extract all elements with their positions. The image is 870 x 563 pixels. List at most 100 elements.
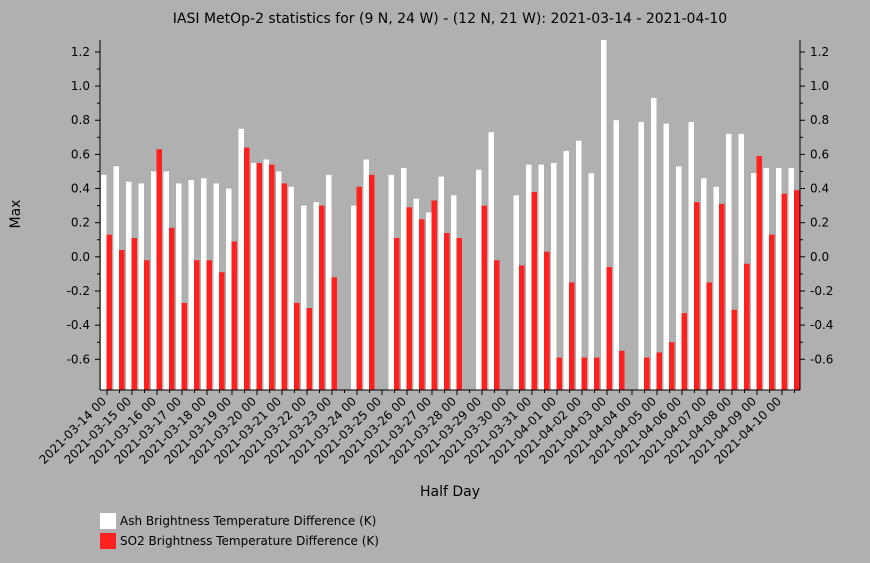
y-tick-label-left: 0.0 xyxy=(71,250,90,264)
ash-bar xyxy=(351,205,357,390)
legend-item-so2[interactable]: SO2 Brightness Temperature Difference (K… xyxy=(100,531,379,551)
ash-bar xyxy=(401,168,407,390)
ash-bar xyxy=(701,178,707,390)
so2-bar xyxy=(181,302,187,390)
ash-bar xyxy=(163,171,169,390)
so2-bar xyxy=(219,272,225,390)
so2-bar xyxy=(531,191,537,390)
ash-bar xyxy=(288,186,294,390)
ash-bar xyxy=(763,168,769,390)
ash-bar xyxy=(301,205,307,390)
so2-bar xyxy=(256,162,262,390)
legend: Ash Brightness Temperature Difference (K… xyxy=(100,511,379,551)
y-tick-label-left: 1.2 xyxy=(71,45,90,59)
y-axis-label: Max xyxy=(8,200,24,229)
legend-swatch-ash xyxy=(100,513,116,529)
so2-bar xyxy=(756,156,762,390)
so2-bar xyxy=(106,234,112,390)
so2-bar xyxy=(294,302,300,390)
y-tick-label-right: 1.0 xyxy=(810,79,829,93)
ash-bar xyxy=(238,128,244,390)
so2-bar xyxy=(444,232,450,390)
so2-bar xyxy=(306,308,312,390)
ash-bar xyxy=(651,98,657,391)
so2-bar xyxy=(481,205,487,390)
so2-bar xyxy=(281,183,287,390)
ash-bar xyxy=(138,183,144,390)
so2-bar xyxy=(731,309,737,390)
ash-bar xyxy=(438,176,444,390)
ash-bar xyxy=(251,162,257,390)
so2-bar xyxy=(769,234,775,390)
ash-bar xyxy=(413,198,419,390)
so2-bar xyxy=(331,277,337,390)
ash-bar xyxy=(776,168,782,390)
axes-group: -0.6 -0.6 -0.4 -0.4 -0.2 -0.2 0.0 0.0 0.2 0.2 0.4 0… xyxy=(36,40,833,467)
y-tick-label-left: 0.6 xyxy=(71,147,90,161)
ash-bar xyxy=(526,164,532,390)
ash-bar xyxy=(576,140,582,390)
ash-bar xyxy=(563,150,569,390)
so2-bar xyxy=(681,313,687,390)
so2-bar xyxy=(494,260,500,390)
so2-bar xyxy=(544,251,550,390)
ash-bar xyxy=(663,123,669,390)
so2-bar xyxy=(744,263,750,390)
so2-bar xyxy=(669,342,675,390)
ash-bar xyxy=(101,174,107,390)
so2-bar xyxy=(131,238,137,390)
ash-bar xyxy=(713,186,719,390)
y-tick-label-left: -0.6 xyxy=(67,352,90,366)
so2-bar xyxy=(781,193,787,390)
ash-bar xyxy=(201,178,207,390)
ash-bar xyxy=(588,173,594,390)
so2-bar xyxy=(156,149,162,390)
ash-bar xyxy=(688,121,694,390)
legend-item-ash[interactable]: Ash Brightness Temperature Difference (K… xyxy=(100,511,379,531)
so2-bar xyxy=(694,202,700,390)
y-tick-label-right: 1.2 xyxy=(810,45,829,59)
so2-bar xyxy=(169,227,175,390)
so2-bar xyxy=(794,190,800,390)
so2-bar xyxy=(569,282,575,390)
ash-bar xyxy=(213,183,219,390)
y-tick-label-left: 0.8 xyxy=(71,113,90,127)
so2-bar xyxy=(144,260,150,390)
ash-bar xyxy=(176,183,182,390)
so2-bar xyxy=(394,238,400,390)
so2-bar xyxy=(194,260,200,390)
y-tick-label-left: -0.4 xyxy=(67,318,90,332)
so2-bar xyxy=(419,219,425,390)
ash-bar xyxy=(551,162,557,390)
y-tick-label-right: 0.0 xyxy=(810,250,829,264)
legend-label-ash: Ash Brightness Temperature Difference (K… xyxy=(120,514,377,528)
so2-bar xyxy=(269,164,275,390)
so2-bar xyxy=(594,357,600,390)
ash-bar xyxy=(363,159,369,390)
so2-bar xyxy=(406,207,412,390)
ash-bar xyxy=(726,133,732,390)
ash-bar xyxy=(276,171,282,390)
ash-bar xyxy=(113,166,119,390)
y-tick-label-right: -0.6 xyxy=(810,352,833,366)
y-tick-label-left: 1.0 xyxy=(71,79,90,93)
so2-bar xyxy=(519,265,525,390)
ash-bar xyxy=(313,202,319,390)
legend-label-so2: SO2 Brightness Temperature Difference (K… xyxy=(120,534,379,548)
ash-bar xyxy=(226,188,232,390)
so2-bar xyxy=(431,200,437,390)
y-tick-label-right: -0.2 xyxy=(810,284,833,298)
y-tick-label-right: 0.8 xyxy=(810,113,829,127)
y-tick-label-left: 0.4 xyxy=(71,182,90,196)
ash-bar xyxy=(513,195,519,390)
ash-bar xyxy=(126,181,132,390)
so2-bar xyxy=(656,352,662,390)
ash-bar xyxy=(601,40,607,390)
chart-title: IASI MetOp-2 statistics for (9 N, 24 W) … xyxy=(173,11,727,27)
ash-bar xyxy=(788,168,794,390)
so2-bar xyxy=(719,203,725,390)
ash-bar xyxy=(263,159,269,390)
so2-bar xyxy=(244,147,250,390)
bars-group xyxy=(101,40,800,391)
